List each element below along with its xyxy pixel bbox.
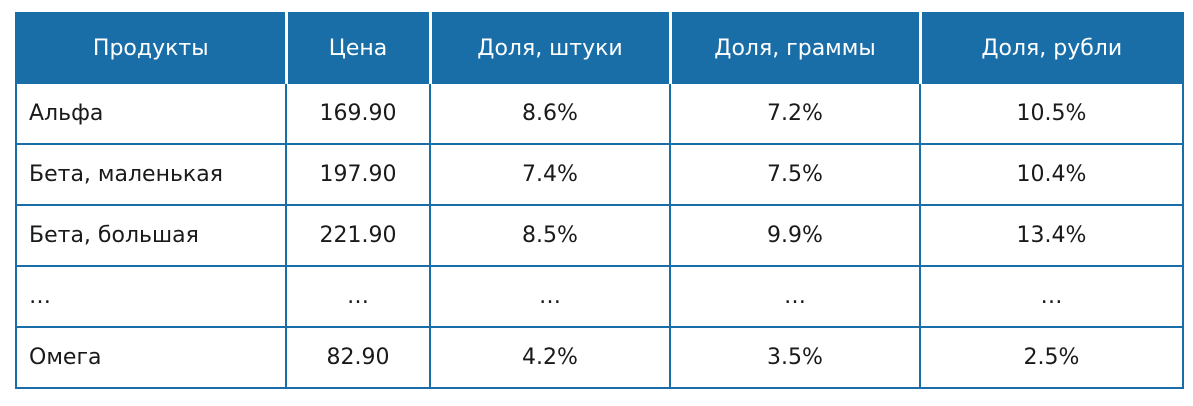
- table-row: … … … … …: [15, 265, 1184, 328]
- cell-price: 82.90: [285, 326, 431, 389]
- products-share-table: Продукты Цена Доля, штуки Доля, граммы Д…: [15, 12, 1184, 389]
- header-share-rubles: Доля, рубли: [918, 12, 1184, 84]
- cell-share-grams: 3.5%: [669, 326, 921, 389]
- cell-share-pieces: 7.4%: [429, 143, 671, 206]
- cell-price: 169.90: [285, 82, 431, 145]
- cell-share-grams: 7.5%: [669, 143, 921, 206]
- cell-share-pieces: 8.5%: [429, 204, 671, 267]
- header-share-pieces: Доля, штуки: [428, 12, 672, 84]
- header-row: Продукты Цена Доля, штуки Доля, граммы Д…: [15, 12, 1184, 84]
- products-table-container: Продукты Цена Доля, штуки Доля, граммы Д…: [15, 12, 1184, 398]
- cell-price: 197.90: [285, 143, 431, 206]
- cell-share-grams: 9.9%: [669, 204, 921, 267]
- table-body: Альфа 169.90 8.6% 7.2% 10.5% Бета, мален…: [15, 82, 1184, 389]
- table-row: Альфа 169.90 8.6% 7.2% 10.5%: [15, 82, 1184, 145]
- cell-product: Омега: [15, 326, 287, 389]
- table-header: Продукты Цена Доля, штуки Доля, граммы Д…: [15, 12, 1184, 84]
- header-price: Цена: [284, 12, 432, 84]
- cell-share-rubles: 13.4%: [919, 204, 1184, 267]
- cell-share-pieces: …: [429, 265, 671, 328]
- table-row: Омега 82.90 4.2% 3.5% 2.5%: [15, 326, 1184, 389]
- cell-price: 221.90: [285, 204, 431, 267]
- table-row: Бета, большая 221.90 8.5% 9.9% 13.4%: [15, 204, 1184, 267]
- header-share-grams: Доля, граммы: [668, 12, 922, 84]
- cell-product: Альфа: [15, 82, 287, 145]
- cell-share-rubles: …: [919, 265, 1184, 328]
- cell-product: Бета, маленькая: [15, 143, 287, 206]
- cell-share-grams: 7.2%: [669, 82, 921, 145]
- cell-share-grams: …: [669, 265, 921, 328]
- cell-share-rubles: 10.4%: [919, 143, 1184, 206]
- cell-price: …: [285, 265, 431, 328]
- cell-product: Бета, большая: [15, 204, 287, 267]
- cell-share-rubles: 10.5%: [919, 82, 1184, 145]
- header-products: Продукты: [15, 12, 288, 84]
- table-row: Бета, маленькая 197.90 7.4% 7.5% 10.4%: [15, 143, 1184, 206]
- cell-share-pieces: 4.2%: [429, 326, 671, 389]
- cell-share-rubles: 2.5%: [919, 326, 1184, 389]
- cell-product: …: [15, 265, 287, 328]
- cell-share-pieces: 8.6%: [429, 82, 671, 145]
